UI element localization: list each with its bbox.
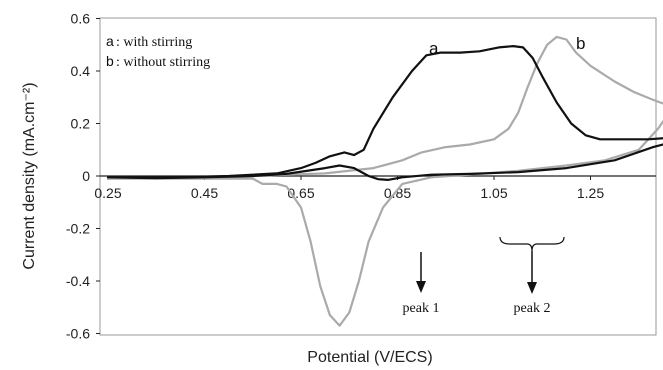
series-layer	[106, 35, 663, 327]
x-axis: 0.25 0.45 0.65 0.85 1.05 1.25	[94, 176, 604, 201]
x-tick-label: 1.05	[480, 185, 507, 201]
y-tick-label: 0.4	[71, 63, 91, 79]
y-tick-label: 0.2	[71, 116, 91, 132]
series-line-a	[106, 45, 663, 181]
series-label-b: b	[576, 34, 585, 53]
y-tick-label: -0.4	[66, 273, 90, 289]
peak-1-annotation: peak 1	[403, 252, 440, 316]
x-tick-label: 1.25	[577, 185, 604, 201]
series-line-b	[106, 35, 663, 327]
y-tick-label: 0	[82, 168, 90, 184]
y-tick-label: -0.2	[66, 221, 90, 237]
y-axis: 0.6 0.4 0.2 0 -0.2 -0.4 -0.6	[66, 11, 100, 342]
legend-key-b: b	[106, 53, 114, 69]
peak-1-arrowhead	[416, 281, 426, 293]
legend-key-a: a	[106, 33, 114, 49]
y-tick-label: -0.6	[66, 326, 90, 342]
x-axis-title: Potential (V/ECS)	[307, 349, 432, 366]
peak-1-label: peak 1	[403, 301, 440, 316]
peak-2-arrowhead	[527, 282, 537, 294]
y-tick-label: 0.6	[71, 11, 91, 27]
legend-text-b: : without stirring	[116, 55, 210, 70]
peak-2-brace	[499, 236, 565, 252]
x-tick-label: 0.85	[384, 185, 411, 201]
x-tick-label: 0.45	[191, 185, 218, 201]
y-axis-title: Current density (mA.cm⁻²)	[21, 82, 38, 269]
legend-text-a: : with stirring	[116, 35, 192, 50]
peak-2-annotation: peak 2	[499, 236, 565, 316]
peak-2-label: peak 2	[514, 301, 551, 316]
legend: a : with stirring b : without stirring	[106, 33, 210, 70]
series-label-a: a	[429, 39, 439, 58]
x-tick-label: 0.25	[94, 185, 121, 201]
